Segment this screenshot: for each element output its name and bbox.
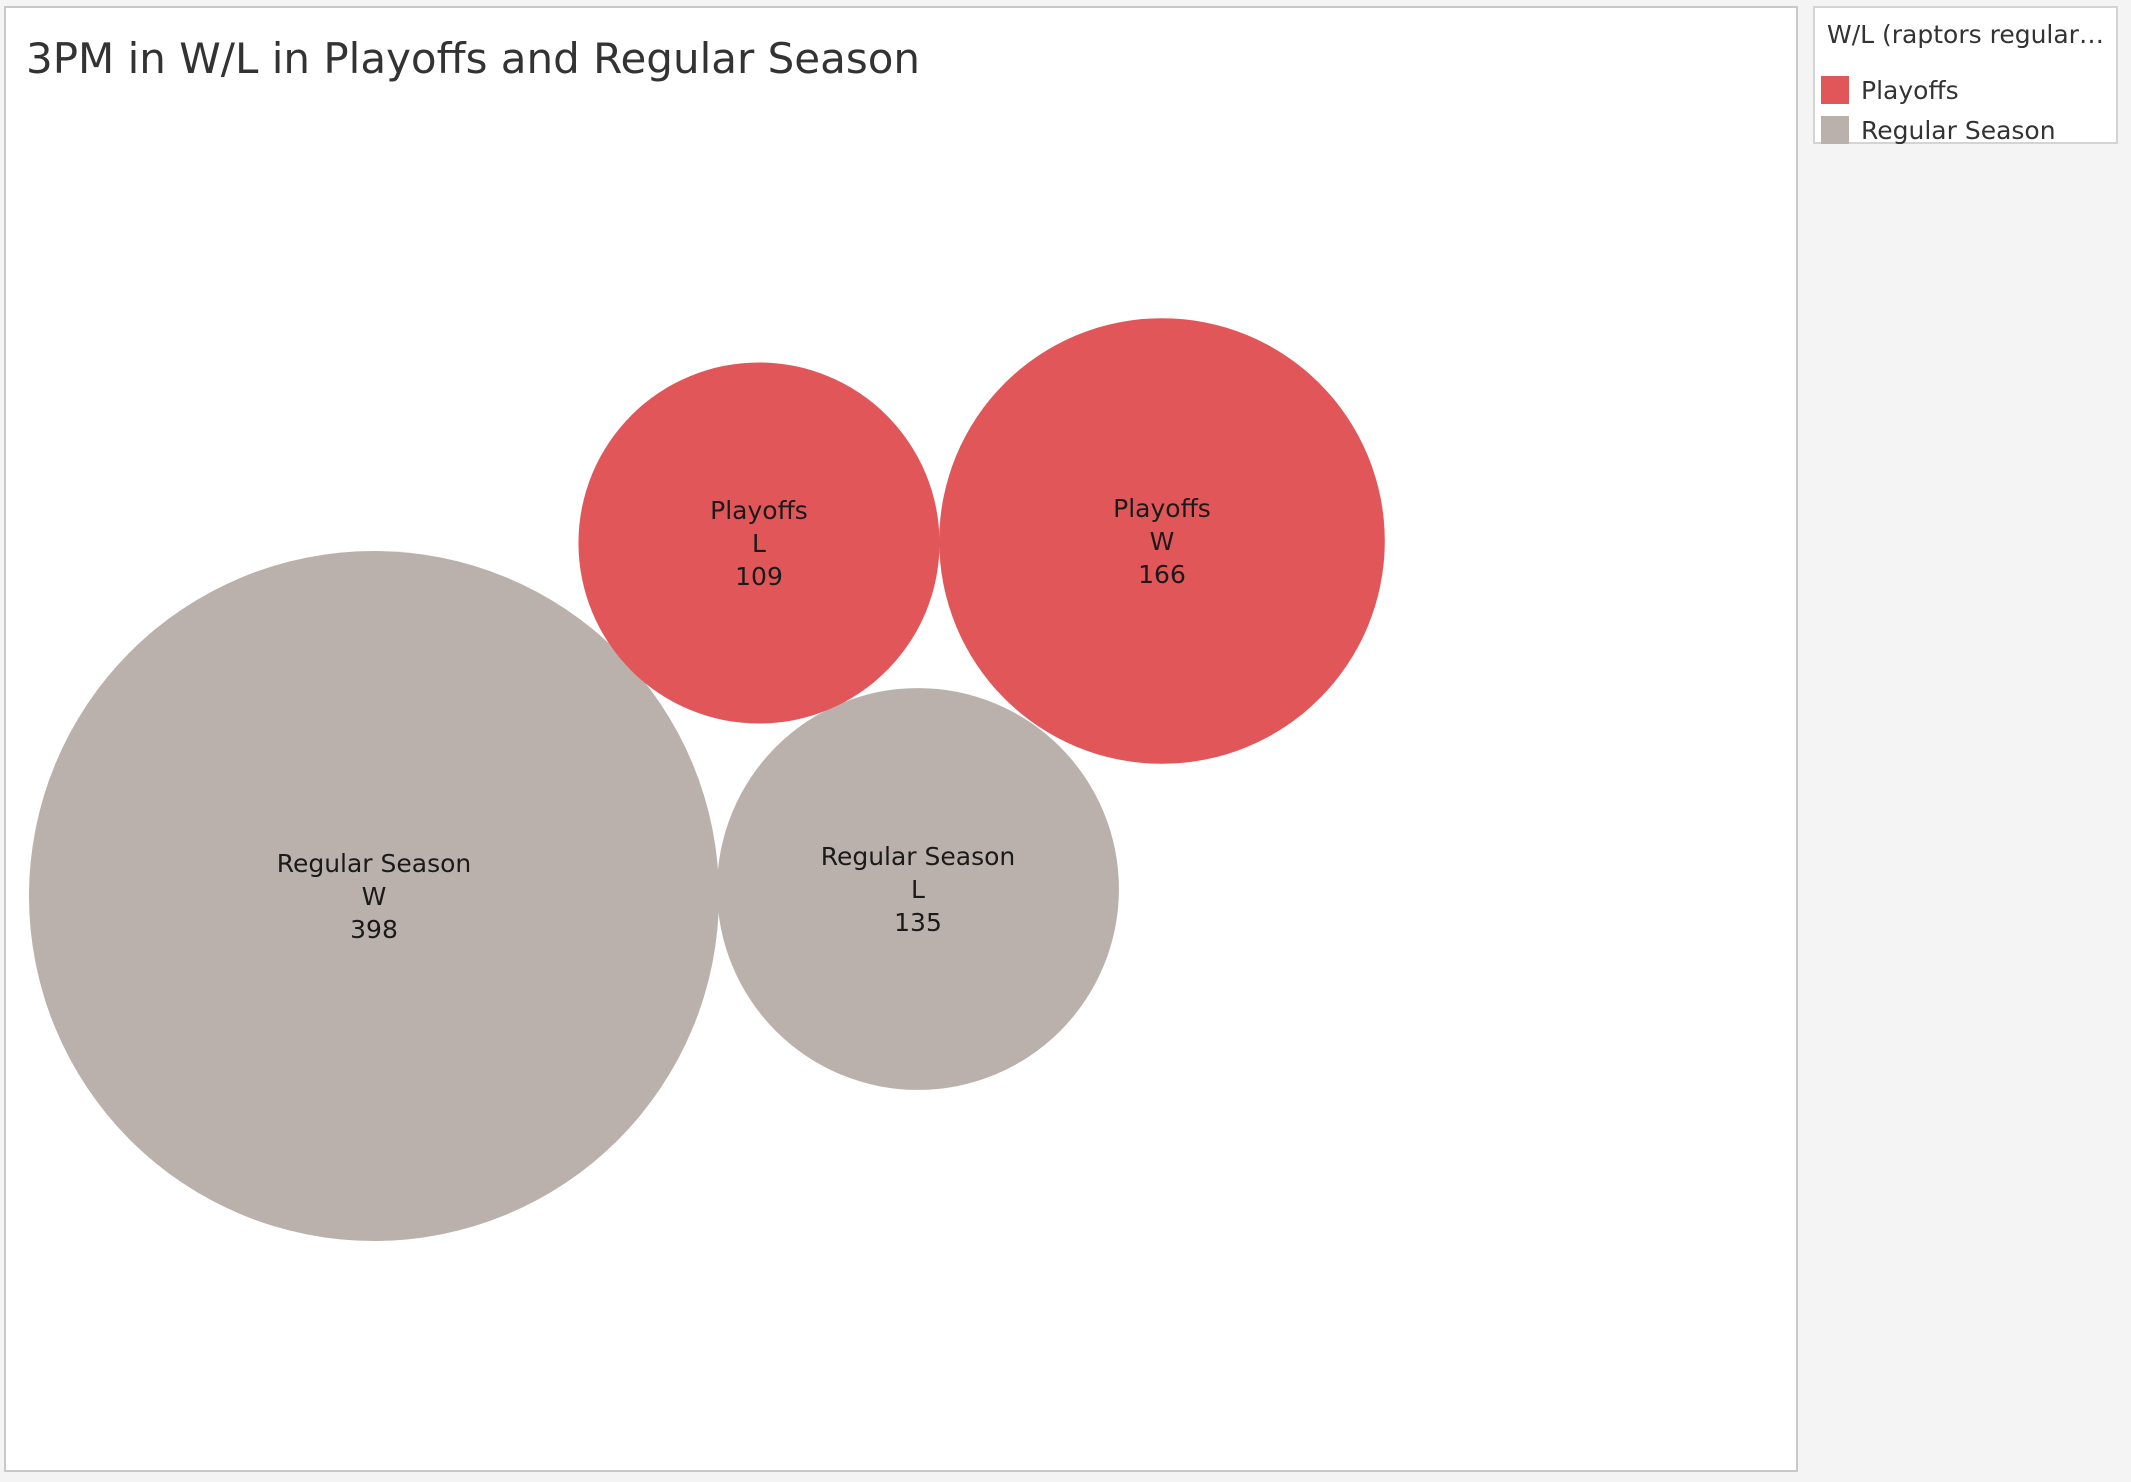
legend-item-playoffs[interactable]: Playoffs [1821, 75, 1959, 105]
legend: W/L (raptors regulars.c... Playoffs Regu… [1813, 6, 2118, 145]
bubble-label-result-regular-season-l: L [911, 875, 925, 904]
bubble-playoffs-l[interactable]: Playoffs L 109 [578, 362, 940, 724]
legend-title[interactable]: W/L (raptors regulars.c... [1827, 20, 2110, 49]
bubble-label-result-playoffs-w: W [1150, 527, 1175, 556]
legend-item-regular-season[interactable]: Regular Season [1821, 115, 2056, 145]
bubble-circle-playoffs-l[interactable] [578, 362, 940, 724]
legend-swatch-playoffs [1821, 76, 1849, 104]
bubble-circle-playoffs-w[interactable] [939, 318, 1385, 764]
bubble-label-result-playoffs-l: L [752, 529, 766, 558]
bubble-label-value-regular-season-w: 398 [350, 915, 398, 944]
bubble-playoffs-w[interactable]: Playoffs W 166 [939, 318, 1385, 764]
legend-label-playoffs: Playoffs [1861, 75, 1959, 105]
bubble-label-season-playoffs-w: Playoffs [1113, 494, 1211, 523]
bubble-label-value-regular-season-l: 135 [894, 908, 942, 937]
bubble-circle-regular-season-l[interactable] [717, 688, 1119, 1090]
chart-title: 3PM in W/L in Playoffs and Regular Seaso… [26, 34, 921, 83]
bubble-regular-season-l[interactable]: Regular Season L 135 [717, 688, 1119, 1090]
bubble-label-season-regular-season-l: Regular Season [821, 842, 1016, 871]
bubble-label-result-regular-season-w: W [362, 882, 387, 911]
bubble-label-season-playoffs-l: Playoffs [710, 496, 808, 525]
bubble-label-value-playoffs-l: 109 [735, 562, 783, 591]
bubble-regular-season-w[interactable]: Regular Season W 398 [29, 551, 719, 1241]
legend-swatch-regular-season [1821, 116, 1849, 144]
bubble-chart: Regular Season W 398 Regular Season L 135 Play… [29, 318, 1385, 1241]
bubble-circle-regular-season-w[interactable] [29, 551, 719, 1241]
bubble-label-season-regular-season-w: Regular Season [277, 849, 472, 878]
legend-label-regular-season: Regular Season [1861, 115, 2056, 145]
bubble-label-value-playoffs-w: 166 [1138, 560, 1186, 589]
chart-pane: 3PM in W/L in Playoffs and Regular Seaso… [4, 6, 1798, 1472]
